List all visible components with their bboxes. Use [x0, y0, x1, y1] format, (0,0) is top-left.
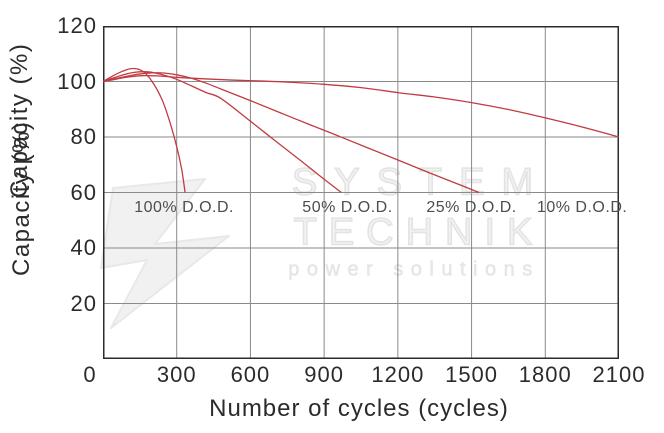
watermark: SYSTEM TECHNIK power solutions: [100, 26, 619, 359]
x-tick-label: 0: [83, 362, 97, 387]
watermark-text-technik: TECHNIK: [293, 211, 545, 255]
y-tick-label: 20: [70, 290, 97, 316]
x-tick-label: 1200: [371, 362, 425, 387]
plot-area: SYSTEM TECHNIK power solutions 100% D.O.…: [100, 26, 627, 359]
system-technik-logo-icon: [100, 178, 230, 329]
curve-annotations: 100% D.O.D. 50% D.O.D. 25% D.O.D. 10% D.O.D…: [103, 26, 627, 359]
x-tick-label: 1800: [518, 362, 572, 387]
curve-label: 100% D.O.D.: [134, 198, 234, 216]
curve-10-percent-dod: [103, 74, 619, 138]
curve-100-percent-dod: [103, 67, 186, 193]
y-tick-label: 100: [57, 68, 97, 94]
x-tick-label: 1500: [445, 362, 499, 387]
watermark-text-system: SYSTEM: [291, 161, 551, 205]
x-axis-title: Number of cycles (cycles): [209, 395, 509, 422]
curve-label: 25% D.O.D.: [426, 198, 517, 216]
curve-50-percent-dod: [103, 71, 342, 194]
y-tick-label: 40: [70, 235, 97, 260]
curve-label: 50% D.O.D.: [302, 198, 393, 216]
curve-label: 10% D.O.D.: [536, 198, 628, 216]
x-tick-label: 300: [156, 362, 197, 387]
y-tick-label: 120: [57, 13, 97, 38]
x-tick-label: 600: [230, 362, 271, 387]
x-tick-label: 900: [304, 362, 344, 387]
y-tick-label: 80: [70, 124, 97, 149]
y-tick-label: 60: [70, 179, 97, 205]
chart-canvas: [103, 26, 619, 359]
curve-25-percent-dod: [103, 72, 480, 194]
x-tick-label: 2100: [592, 362, 646, 387]
